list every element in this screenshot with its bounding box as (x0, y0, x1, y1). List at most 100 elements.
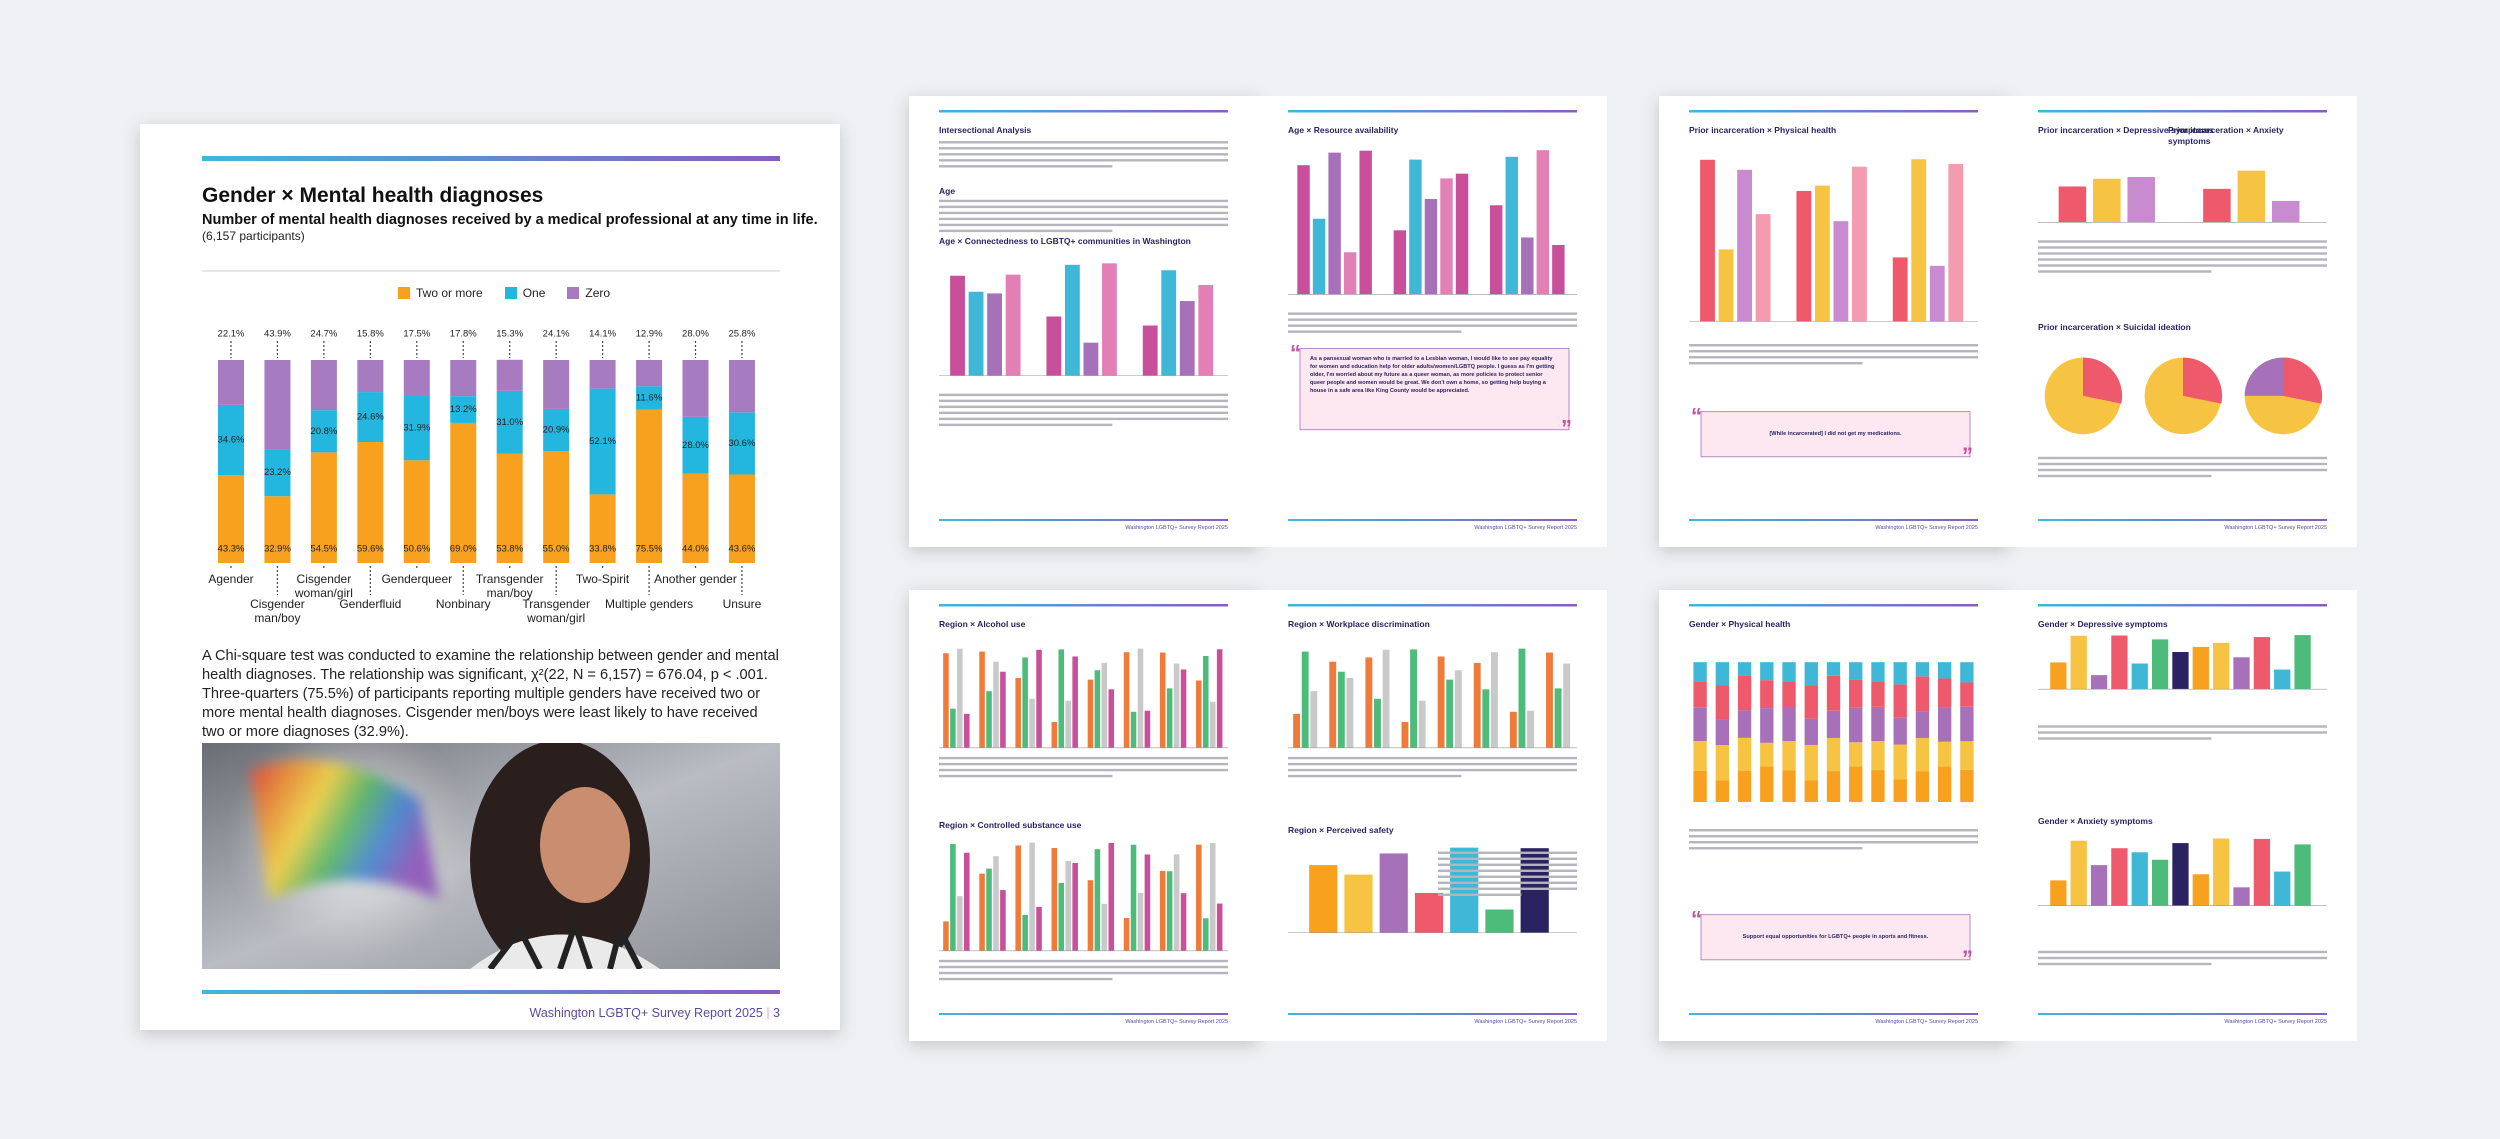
page-rule (2038, 519, 2327, 521)
decorative-stack (1804, 685, 1818, 719)
text-line (939, 153, 1228, 156)
decorative-bar (2131, 663, 2148, 690)
decorative-stack (1960, 662, 1974, 683)
decorative-bar (1301, 651, 1309, 748)
text-line (939, 417, 1228, 421)
decorative-bar (979, 873, 985, 951)
decorative-bar (1343, 252, 1357, 295)
text-line (2038, 240, 2327, 243)
bar-segment (589, 494, 616, 563)
decorative-bar (1005, 274, 1021, 376)
value-label: 24.1% (543, 329, 570, 340)
decorative-bar (1814, 185, 1830, 322)
decorative-bar (964, 852, 970, 951)
text-line (2038, 737, 2212, 740)
x-tick-label: Cisgender woman/girl (294, 572, 353, 600)
bar-segment (403, 460, 430, 563)
value-label: 20.8% (310, 426, 337, 437)
decorative-bar (964, 713, 970, 748)
decorative-bar (1310, 691, 1318, 748)
value-label: 59.6% (357, 544, 384, 555)
value-label: 43.6% (728, 544, 755, 555)
thumbnail-heading: Prior incarceration × Physical health (1689, 125, 1837, 136)
decorative-bar (1520, 848, 1549, 933)
thumbnail-footer: Washington LGBTQ+ Survey Report 2025 (1474, 1019, 1577, 1025)
decorative-stack (1960, 682, 1974, 707)
decorative-bar (2233, 887, 2250, 906)
decorative-bar (1527, 710, 1534, 748)
bar-segment (728, 412, 755, 475)
value-label: 22.1% (218, 329, 245, 340)
photo (202, 743, 780, 969)
decorative-stack (1960, 769, 1974, 802)
decorative-bar (1036, 649, 1042, 748)
text-line (2038, 962, 2212, 966)
decorative-bar (1087, 880, 1094, 951)
decorative-stack (1960, 706, 1974, 742)
bar-segment (589, 388, 616, 495)
decorative-bar (1216, 649, 1223, 748)
thumbnail-page (2008, 590, 2357, 1041)
decorative-bar (1173, 854, 1180, 951)
page-rule (2038, 110, 2327, 113)
x-tick-label: Two-Spirit (575, 572, 630, 586)
quote-mark: ” (1962, 443, 1973, 468)
page-number: 3 (773, 1006, 780, 1020)
text-line (1689, 835, 1978, 838)
decorative-bar (1509, 711, 1517, 748)
text-line (1438, 863, 1577, 866)
decorative-bar (1852, 166, 1867, 322)
body-text: A Chi-square test was conducted to exami… (202, 648, 779, 740)
decorative-stack (1715, 780, 1730, 802)
decorative-stack (1915, 676, 1930, 712)
bar-segment (728, 360, 755, 413)
decorative-stack (1715, 662, 1730, 686)
decorative-bar (943, 653, 949, 748)
decorative-stack (1760, 742, 1774, 767)
decorative-stack (1693, 770, 1707, 802)
decorative-bar (1490, 652, 1498, 748)
decorative-bar (2237, 170, 2266, 223)
text-line (939, 229, 1113, 233)
bar-segment (450, 422, 477, 563)
decorative-bar (1563, 663, 1571, 748)
decorative-stack (1826, 662, 1841, 676)
x-tick-label: Unsure (722, 597, 762, 611)
text-line (1288, 324, 1577, 327)
thumbnail-footer: Washington LGBTQ+ Survey Report 2025 (1875, 1019, 1978, 1025)
page-rule (2038, 604, 2327, 607)
decorative-stack (1937, 766, 1952, 802)
text-line (1689, 350, 1978, 353)
decorative-bar (2203, 188, 2231, 223)
bar-segment (264, 449, 291, 497)
text-line (2038, 258, 2327, 261)
thumbnail-footer: Washington LGBTQ+ Survey Report 2025 (1875, 525, 1978, 531)
decorative-bar (1015, 845, 1021, 951)
decorative-bar (1065, 700, 1071, 748)
decorative-stack (1893, 744, 1907, 780)
bar-segment (636, 409, 663, 563)
text-line (939, 147, 1228, 150)
value-label: 23.2% (264, 467, 291, 478)
decorative-bar (1414, 892, 1444, 933)
text-line (2038, 246, 2327, 249)
text-line (2038, 956, 2327, 960)
decorative-stack (1826, 771, 1841, 802)
quote-mark: “ (1290, 341, 1301, 366)
decorative-bar (2274, 669, 2291, 690)
value-label: 31.9% (403, 422, 430, 433)
decorative-stack (1715, 719, 1730, 746)
decorative-bar (1046, 316, 1062, 376)
decorative-bar (1137, 648, 1144, 748)
quote-box (1700, 914, 1971, 961)
text-line (1438, 881, 1577, 884)
value-label: 11.6% (636, 392, 663, 403)
decorative-bar (2213, 642, 2230, 690)
decorative-pie-slice (2183, 357, 2223, 404)
value-label: 13.2% (450, 404, 477, 415)
decorative-bar (1065, 860, 1071, 951)
decorative-bar (1948, 163, 1964, 322)
decorative-bar (1437, 656, 1445, 748)
decorative-bar (1198, 284, 1214, 376)
